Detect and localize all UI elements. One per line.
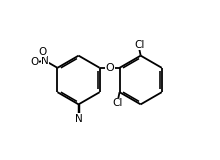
Text: N: N <box>75 113 82 124</box>
Text: O: O <box>31 57 39 67</box>
Text: Cl: Cl <box>134 40 144 50</box>
Text: Cl: Cl <box>113 98 123 108</box>
Text: N: N <box>41 56 49 66</box>
Text: O: O <box>105 63 114 73</box>
Text: O: O <box>38 47 46 57</box>
